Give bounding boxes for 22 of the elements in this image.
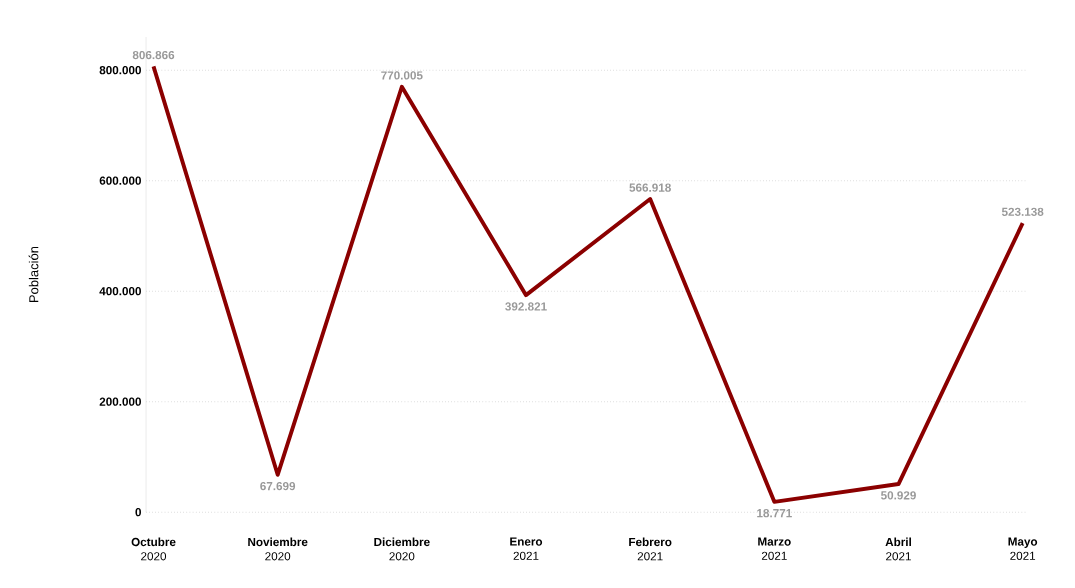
- data-label: 392.821: [505, 302, 547, 311]
- data-label: 770.005: [381, 71, 423, 80]
- data-label: 50.929: [880, 491, 916, 500]
- x-tick-label: Mayo 2021: [1008, 537, 1038, 560]
- x-tick-label: Febrero 2021: [629, 537, 672, 561]
- x-tick-label: Enero 2021: [510, 537, 543, 560]
- data-label: 806.866: [132, 50, 175, 60]
- data-label: 18.771: [757, 508, 792, 518]
- x-tick-label: Octubre 2020: [131, 537, 176, 561]
- y-axis-title: Población: [28, 246, 39, 302]
- x-tick-label: Marzo 2021: [758, 537, 791, 560]
- y-tick-label: 200.000: [99, 397, 141, 406]
- data-label: 523.138: [1001, 207, 1044, 216]
- x-tick-label: Diciembre 2020: [374, 537, 430, 561]
- data-label: 566.918: [629, 183, 671, 192]
- x-tick-label: Abril 2021: [885, 537, 911, 561]
- y-tick-label: 0: [135, 507, 141, 517]
- y-tick-label: 400.000: [99, 286, 141, 296]
- y-tick-label: 600.000: [99, 176, 141, 185]
- y-tick-label: 800.000: [99, 65, 141, 75]
- data-label: 67.699: [260, 481, 296, 491]
- x-tick-label: Noviembre 2020: [248, 537, 308, 561]
